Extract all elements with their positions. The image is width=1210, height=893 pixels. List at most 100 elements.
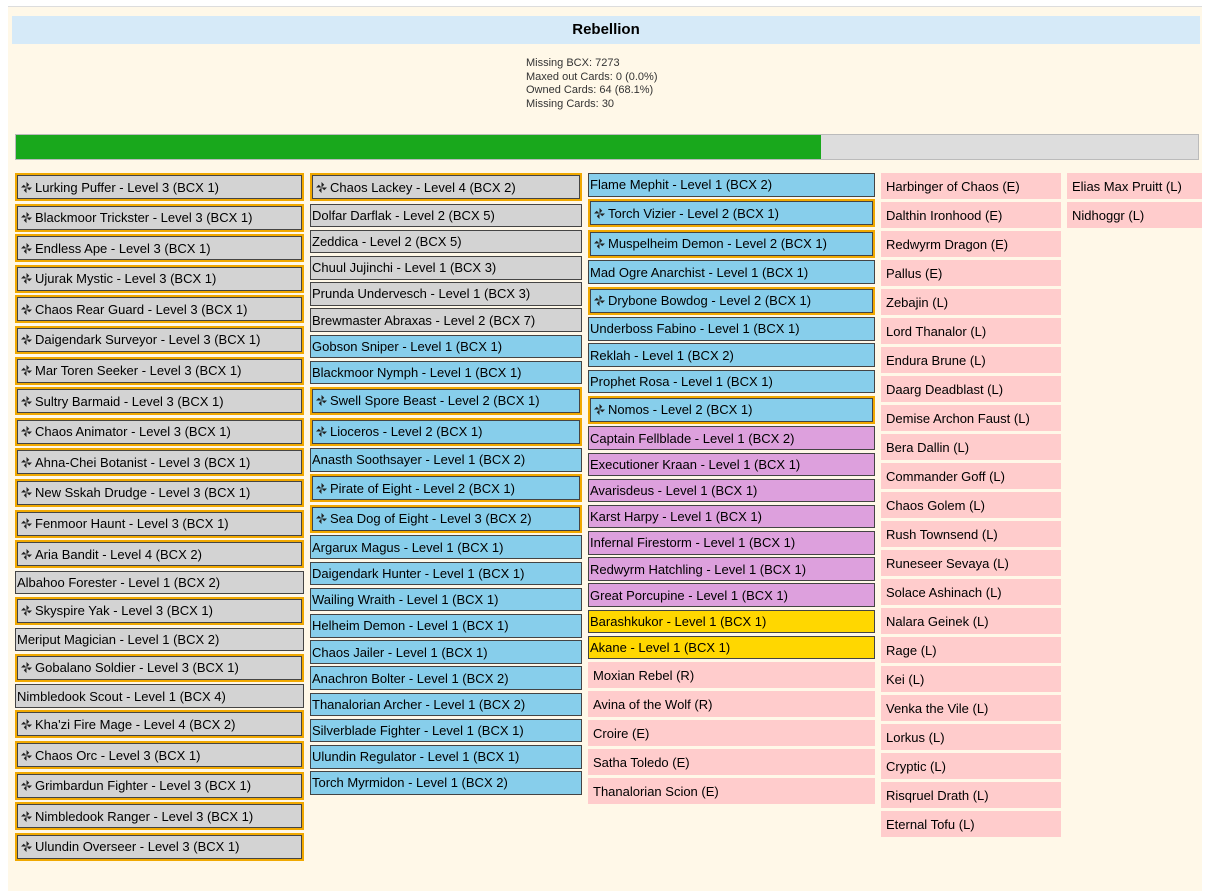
card-name: Chaos Orc - Level 3 (BCX 1) (35, 747, 201, 763)
card-name: Nalara Geinek (L) (886, 613, 989, 629)
card-missing: Demise Archon Faust (L) (881, 405, 1061, 431)
card-maxed: Fenmoor Haunt - Level 3 (BCX 1) (15, 509, 304, 538)
card-name: Anachron Bolter - Level 1 (BCX 2) (312, 670, 509, 686)
card: Silverblade Fighter - Level 1 (BCX 1) (310, 718, 582, 743)
card: Zeddica - Level 2 (BCX 5) (310, 229, 582, 254)
max-icon (21, 456, 32, 468)
card-missing: Rush Townsend (L) (881, 521, 1061, 547)
card-name: Cryptic (L) (886, 758, 946, 774)
stat-row: Missing BCX: 7273 (526, 57, 657, 71)
card-name: Gobalano Soldier - Level 3 (BCX 1) (35, 660, 239, 676)
card-inner: Ahna-Chei Botanist - Level 3 (BCX 1) (17, 450, 302, 475)
card-name: Gobson Sniper - Level 1 (BCX 1) (312, 338, 503, 354)
card-name: Rush Townsend (L) (886, 526, 998, 542)
max-icon (21, 303, 32, 315)
card-missing: Cryptic (L) (881, 753, 1061, 779)
max-icon (21, 662, 32, 674)
card-column: Harbinger of Chaos (E) Dalthin Ironhood (… (881, 173, 1061, 863)
card: Karst Harpy - Level 1 (BCX 1) (588, 504, 875, 529)
card-name: Skyspire Yak - Level 3 (BCX 1) (35, 603, 213, 619)
card: Gobson Sniper - Level 1 (BCX 1) (310, 334, 582, 359)
card-missing: Zebajin (L) (881, 289, 1061, 315)
card-name: Nidhoggr (L) (1072, 207, 1145, 223)
card-inner: Grimbardun Fighter - Level 3 (BCX 1) (17, 773, 302, 798)
card-name: Satha Toledo (E) (593, 754, 690, 770)
stat-value: 0 (615, 70, 623, 83)
card-inner: Gobalano Soldier - Level 3 (BCX 1) (17, 655, 302, 680)
card-name: Sultry Barmaid - Level 3 (BCX 1) (35, 393, 224, 409)
card-name: Blackmoor Trickster - Level 3 (BCX 1) (35, 210, 253, 226)
card-name: Infernal Firestorm - Level 1 (BCX 1) (590, 535, 796, 551)
card: Anasth Soothsayer - Level 1 (BCX 2) (310, 448, 582, 472)
card-name: Rage (L) (886, 642, 937, 658)
stat-percent: (68.1%) (614, 84, 654, 96)
card-missing: Risqruel Drath (L) (881, 782, 1061, 808)
card-missing: Croire (E) (588, 720, 875, 746)
card-inner: Pirate of Eight - Level 2 (BCX 1) (312, 476, 580, 501)
card: Blackmoor Nymph - Level 1 (BCX 1) (310, 360, 582, 385)
card-name: Lorkus (L) (886, 729, 945, 745)
card-name: Pirate of Eight - Level 2 (BCX 1) (330, 480, 515, 496)
card-name: Underboss Fabino - Level 1 (BCX 1) (590, 321, 800, 337)
card-missing: Redwyrm Dragon (E) (881, 231, 1061, 257)
card-name: Pallus (E) (886, 265, 943, 281)
max-icon (316, 513, 327, 525)
card-inner: Muspelheim Demon - Level 2 (BCX 1) (590, 231, 873, 256)
card: Prophet Rosa - Level 1 (BCX 1) (588, 369, 875, 394)
max-icon (21, 810, 32, 822)
card-maxed: Lioceros - Level 2 (BCX 1) (310, 417, 582, 446)
card-maxed: Chaos Lackey - Level 4 (BCX 2) (310, 173, 582, 201)
card-name: Kha'zi Fire Mage - Level 4 (BCX 2) (35, 716, 236, 732)
card-name: Sea Dog of Eight - Level 3 (BCX 2) (330, 511, 532, 527)
card-maxed: Endless Ape - Level 3 (BCX 1) (15, 234, 304, 263)
card-name: Elias Max Pruitt (L) (1072, 178, 1182, 194)
card-name: Ulundin Overseer - Level 3 (BCX 1) (35, 839, 240, 855)
card-missing: Solace Ashinach (L) (881, 579, 1061, 605)
card-name: Helheim Demon - Level 1 (BCX 1) (312, 618, 509, 634)
card-name: Eternal Tofu (L) (886, 816, 975, 832)
card-maxed: Chaos Rear Guard - Level 3 (BCX 1) (15, 295, 304, 324)
card-name: Thanalorian Archer - Level 1 (BCX 2) (312, 696, 526, 712)
card-inner: Torch Vizier - Level 2 (BCX 1) (590, 201, 873, 226)
card-maxed: Torch Vizier - Level 2 (BCX 1) (588, 199, 875, 228)
card-missing: Bera Dallin (L) (881, 434, 1061, 460)
card-name: Karst Harpy - Level 1 (BCX 1) (590, 509, 762, 525)
card-maxed: Daigendark Surveyor - Level 3 (BCX 1) (15, 325, 304, 354)
card-inner: Aria Bandit - Level 4 (BCX 2) (17, 542, 302, 567)
card: Captain Fellblade - Level 1 (BCX 2) (588, 426, 875, 450)
card-inner: Chaos Lackey - Level 4 (BCX 2) (312, 175, 580, 199)
card-name: Torch Vizier - Level 2 (BCX 1) (608, 205, 779, 221)
card-name: Redwyrm Hatchling - Level 1 (BCX 1) (590, 561, 807, 577)
card-maxed: Sea Dog of Eight - Level 3 (BCX 2) (310, 504, 582, 533)
card-maxed: Ulundin Overseer - Level 3 (BCX 1) (15, 832, 304, 861)
card-name: Chaos Golem (L) (886, 497, 985, 513)
card-missing: Runeseer Sevaya (L) (881, 550, 1061, 576)
card-missing: Commander Goff (L) (881, 463, 1061, 489)
card-name: New Sskah Drudge - Level 3 (BCX 1) (35, 485, 251, 501)
progress-fill (16, 135, 821, 159)
card-maxed: Aria Bandit - Level 4 (BCX 2) (15, 540, 304, 569)
card-name: Dalthin Ironhood (E) (886, 207, 1003, 223)
card: Dolfar Darflak - Level 2 (BCX 5) (310, 203, 582, 228)
card-missing: Satha Toledo (E) (588, 749, 875, 775)
card-name: Blackmoor Nymph - Level 1 (BCX 1) (312, 365, 522, 381)
card: Barashkukor - Level 1 (BCX 1) (588, 609, 875, 634)
card: Wailing Wraith - Level 1 (BCX 1) (310, 587, 582, 612)
card-name: Akane - Level 1 (BCX 1) (590, 640, 731, 656)
card-missing: Venka the Vile (L) (881, 695, 1061, 721)
card-inner: Kha'zi Fire Mage - Level 4 (BCX 2) (17, 712, 302, 737)
card: Infernal Firestorm - Level 1 (BCX 1) (588, 531, 875, 555)
card-name: Daarg Deadblast (L) (886, 381, 1004, 397)
card: Argarux Magus - Level 1 (BCX 1) (310, 535, 582, 560)
stat-percent: (0.0%) (625, 70, 658, 83)
card-inner: Nomos - Level 2 (BCX 1) (590, 397, 873, 422)
card-name: Bera Dallin (L) (886, 439, 970, 455)
card: Redwyrm Hatchling - Level 1 (BCX 1) (588, 557, 875, 581)
card-missing: Pallus (E) (881, 260, 1061, 286)
card-inner: Fenmoor Haunt - Level 3 (BCX 1) (17, 511, 302, 536)
card-name: Endura Brune (L) (886, 352, 986, 368)
card-name: Chaos Lackey - Level 4 (BCX 2) (330, 179, 516, 195)
card-column: Flame Mephit - Level 1 (BCX 2) Torch Vizi… (588, 173, 875, 863)
card: Reklah - Level 1 (BCX 2) (588, 343, 875, 367)
card: Underboss Fabino - Level 1 (BCX 1) (588, 317, 875, 341)
